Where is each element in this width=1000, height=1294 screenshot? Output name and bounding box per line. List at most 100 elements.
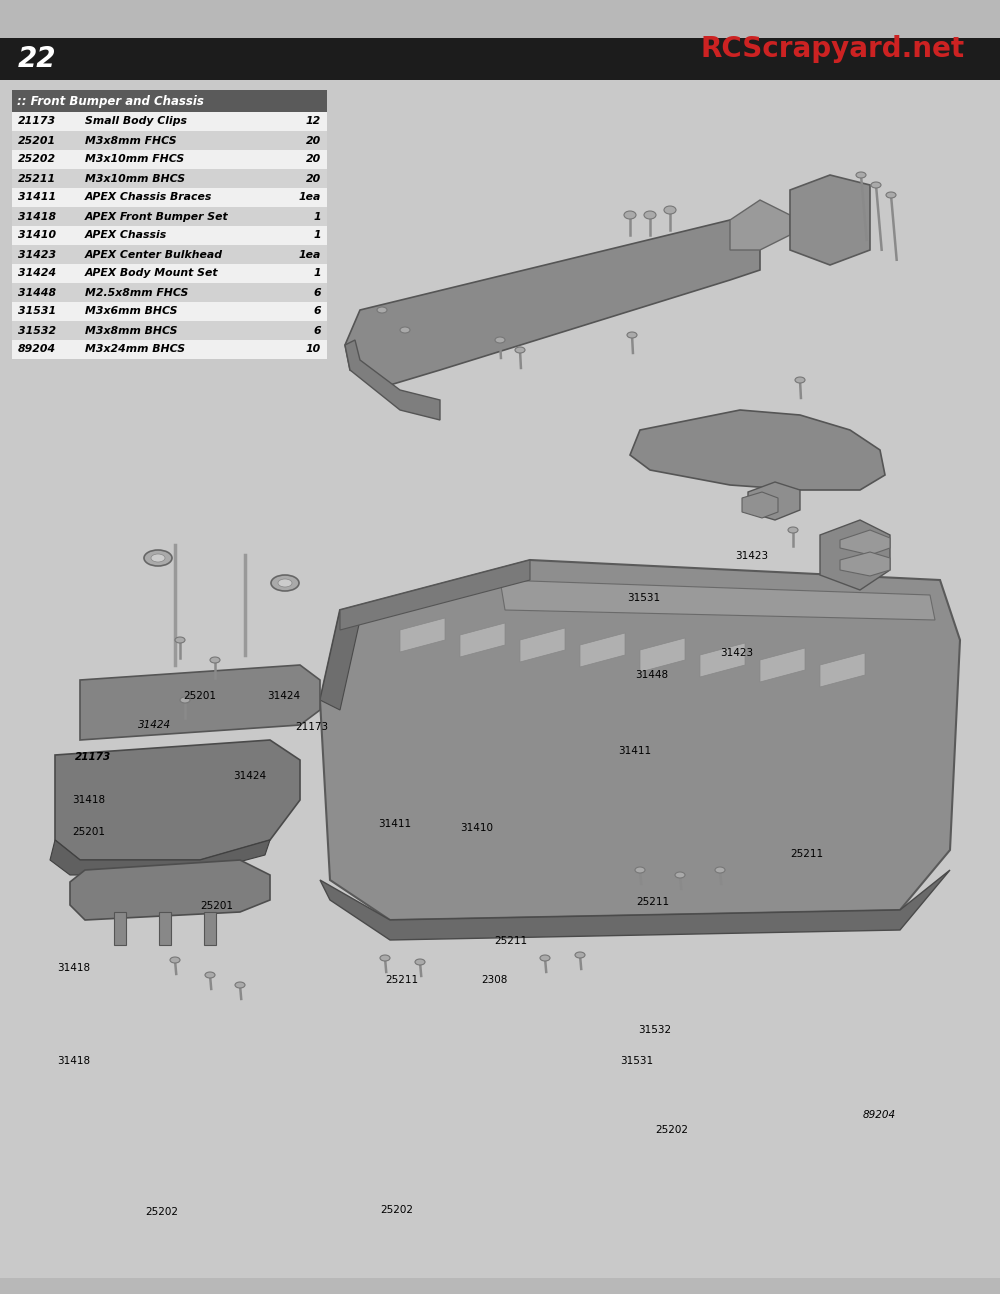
Ellipse shape bbox=[788, 527, 798, 533]
Text: 25202: 25202 bbox=[655, 1124, 688, 1135]
Text: 25202: 25202 bbox=[18, 154, 56, 164]
Polygon shape bbox=[748, 481, 800, 520]
Bar bbox=[12, 302, 327, 321]
Polygon shape bbox=[320, 870, 950, 939]
Text: RCScrapyard.net: RCScrapyard.net bbox=[701, 35, 965, 63]
Ellipse shape bbox=[886, 192, 896, 198]
Bar bbox=[12, 188, 327, 207]
Text: 31410: 31410 bbox=[460, 823, 493, 833]
Text: 31424: 31424 bbox=[138, 719, 171, 730]
Bar bbox=[0, 1278, 1000, 1294]
Ellipse shape bbox=[400, 327, 410, 333]
Text: 25211: 25211 bbox=[18, 173, 56, 184]
Ellipse shape bbox=[151, 554, 165, 562]
Text: 1: 1 bbox=[313, 230, 321, 241]
Bar bbox=[12, 207, 327, 226]
Text: 25202: 25202 bbox=[145, 1207, 178, 1218]
Polygon shape bbox=[345, 220, 760, 386]
Ellipse shape bbox=[144, 550, 172, 565]
Text: 25211: 25211 bbox=[494, 936, 527, 946]
Text: 25201: 25201 bbox=[200, 901, 233, 911]
Text: 31411: 31411 bbox=[18, 193, 56, 202]
Ellipse shape bbox=[415, 959, 425, 965]
Text: 31532: 31532 bbox=[638, 1025, 671, 1035]
Polygon shape bbox=[114, 912, 126, 945]
Ellipse shape bbox=[575, 952, 585, 958]
Ellipse shape bbox=[627, 333, 637, 338]
Text: 6: 6 bbox=[313, 287, 321, 298]
Polygon shape bbox=[345, 340, 440, 421]
Text: M3x8mm BHCS: M3x8mm BHCS bbox=[85, 326, 178, 335]
Text: 20: 20 bbox=[306, 136, 321, 145]
Polygon shape bbox=[55, 740, 300, 861]
Polygon shape bbox=[320, 609, 360, 710]
Text: 1: 1 bbox=[313, 211, 321, 221]
Polygon shape bbox=[790, 175, 870, 265]
Text: 31424: 31424 bbox=[267, 691, 300, 701]
Text: APEX Chassis Braces: APEX Chassis Braces bbox=[85, 193, 212, 202]
Bar bbox=[12, 340, 327, 358]
Text: 25201: 25201 bbox=[183, 691, 216, 701]
Text: M3x8mm FHCS: M3x8mm FHCS bbox=[85, 136, 177, 145]
Text: 89204: 89204 bbox=[18, 344, 56, 355]
Text: M3x24mm BHCS: M3x24mm BHCS bbox=[85, 344, 185, 355]
Text: 1ea: 1ea bbox=[299, 193, 321, 202]
Text: 31411: 31411 bbox=[378, 819, 411, 829]
Polygon shape bbox=[340, 560, 530, 630]
Polygon shape bbox=[320, 560, 960, 920]
Text: 25201: 25201 bbox=[18, 136, 56, 145]
Bar bbox=[12, 150, 327, 170]
Ellipse shape bbox=[856, 172, 866, 179]
Text: 25201: 25201 bbox=[72, 827, 105, 837]
Text: :: Front Bumper and Chassis: :: Front Bumper and Chassis bbox=[17, 94, 204, 107]
Text: APEX Center Bulkhead: APEX Center Bulkhead bbox=[85, 250, 223, 260]
Polygon shape bbox=[500, 580, 935, 620]
Bar bbox=[12, 283, 327, 302]
Ellipse shape bbox=[795, 377, 805, 383]
Text: 31424: 31424 bbox=[18, 268, 56, 278]
Text: 31531: 31531 bbox=[18, 307, 56, 317]
Polygon shape bbox=[640, 638, 685, 672]
Text: 21173: 21173 bbox=[75, 752, 111, 762]
Polygon shape bbox=[70, 861, 270, 920]
Text: 25211: 25211 bbox=[790, 849, 823, 859]
Text: 31531: 31531 bbox=[627, 593, 660, 603]
Bar bbox=[0, 38, 1000, 80]
Polygon shape bbox=[820, 653, 865, 687]
Text: 31418: 31418 bbox=[18, 211, 56, 221]
Ellipse shape bbox=[377, 307, 387, 313]
Bar bbox=[12, 321, 327, 340]
Bar bbox=[12, 91, 327, 113]
Ellipse shape bbox=[495, 336, 505, 343]
Text: 31531: 31531 bbox=[620, 1056, 653, 1066]
Text: 31423: 31423 bbox=[18, 250, 56, 260]
Text: 31423: 31423 bbox=[720, 648, 753, 659]
Text: 31418: 31418 bbox=[57, 1056, 90, 1066]
Polygon shape bbox=[840, 553, 890, 576]
Ellipse shape bbox=[635, 867, 645, 873]
Text: 20: 20 bbox=[306, 154, 321, 164]
Polygon shape bbox=[80, 665, 320, 740]
Ellipse shape bbox=[644, 211, 656, 219]
Polygon shape bbox=[460, 622, 505, 657]
Text: M2.5x8mm FHCS: M2.5x8mm FHCS bbox=[85, 287, 188, 298]
Bar bbox=[12, 131, 327, 150]
Ellipse shape bbox=[515, 347, 525, 353]
Ellipse shape bbox=[675, 872, 685, 879]
Ellipse shape bbox=[271, 575, 299, 591]
Text: 25202: 25202 bbox=[380, 1205, 413, 1215]
Text: 31448: 31448 bbox=[18, 287, 56, 298]
Bar bbox=[12, 226, 327, 245]
Polygon shape bbox=[400, 619, 445, 652]
Polygon shape bbox=[520, 628, 565, 663]
Text: 20: 20 bbox=[306, 173, 321, 184]
Bar bbox=[12, 170, 327, 188]
Bar bbox=[12, 264, 327, 283]
Ellipse shape bbox=[715, 867, 725, 873]
Text: 31411: 31411 bbox=[618, 745, 651, 756]
Text: 31423: 31423 bbox=[735, 551, 768, 562]
Text: 21173: 21173 bbox=[18, 116, 56, 127]
Text: 10: 10 bbox=[306, 344, 321, 355]
Ellipse shape bbox=[278, 578, 292, 587]
Text: 12: 12 bbox=[306, 116, 321, 127]
